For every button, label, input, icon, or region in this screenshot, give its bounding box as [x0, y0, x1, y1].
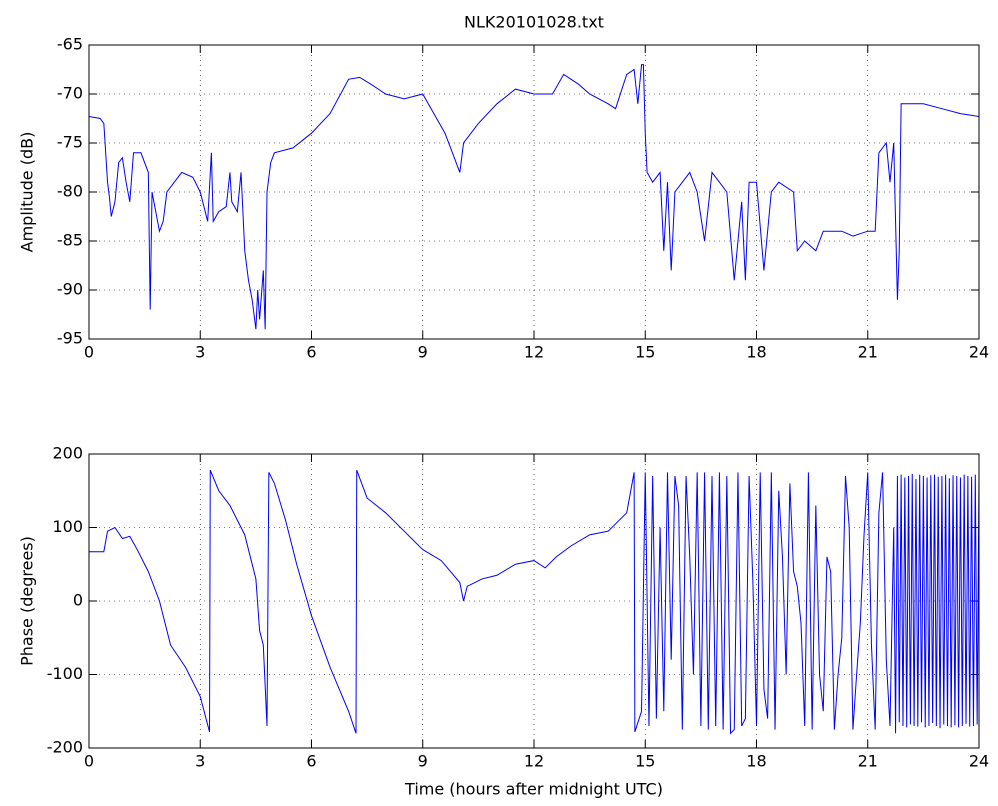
x-tick-label: 6	[306, 343, 316, 362]
x-tick-label: 12	[524, 343, 544, 362]
y-tick-label: -80	[57, 182, 83, 201]
y-tick-label: 200	[52, 444, 83, 463]
x-tick-label: 12	[524, 752, 544, 771]
x-tick-label: 24	[969, 343, 989, 362]
x-tick-label: 0	[84, 752, 94, 771]
y-tick-label: -200	[47, 738, 83, 757]
axes-box	[88, 44, 980, 340]
y-tick-label: -90	[57, 280, 83, 299]
y-tick-label: -65	[57, 35, 83, 54]
y-tick-label: -95	[57, 329, 83, 348]
y-tick-label: 0	[73, 591, 83, 610]
y-tick-label: -85	[57, 231, 83, 250]
y-tick-label: -100	[47, 664, 83, 683]
y-axis-label: Phase (degrees)	[18, 536, 37, 666]
x-tick-label: 21	[858, 343, 878, 362]
data-line	[88, 64, 980, 330]
y-tick-label: 100	[52, 517, 83, 536]
x-tick-label: 9	[418, 343, 428, 362]
x-axis-label: Time (hours after midnight UTC)	[404, 780, 663, 799]
x-tick-label: 6	[306, 752, 316, 771]
data-line	[89, 469, 980, 735]
y-axis-label: Amplitude (dB)	[18, 132, 37, 253]
x-tick-label: 0	[84, 343, 94, 362]
x-tick-label: 9	[418, 752, 428, 771]
y-tick-label: -70	[57, 84, 83, 103]
x-tick-label: 15	[635, 752, 655, 771]
x-tick-label: 18	[746, 343, 766, 362]
x-tick-label: 3	[195, 752, 205, 771]
chart-title: NLK20101028.txt	[464, 13, 604, 32]
x-tick-label: 15	[635, 343, 655, 362]
x-tick-label: 24	[969, 752, 989, 771]
axes-box	[88, 453, 980, 749]
x-tick-label: 18	[746, 752, 766, 771]
y-tick-label: -75	[57, 133, 83, 152]
x-tick-label: 3	[195, 343, 205, 362]
x-tick-label: 21	[858, 752, 878, 771]
